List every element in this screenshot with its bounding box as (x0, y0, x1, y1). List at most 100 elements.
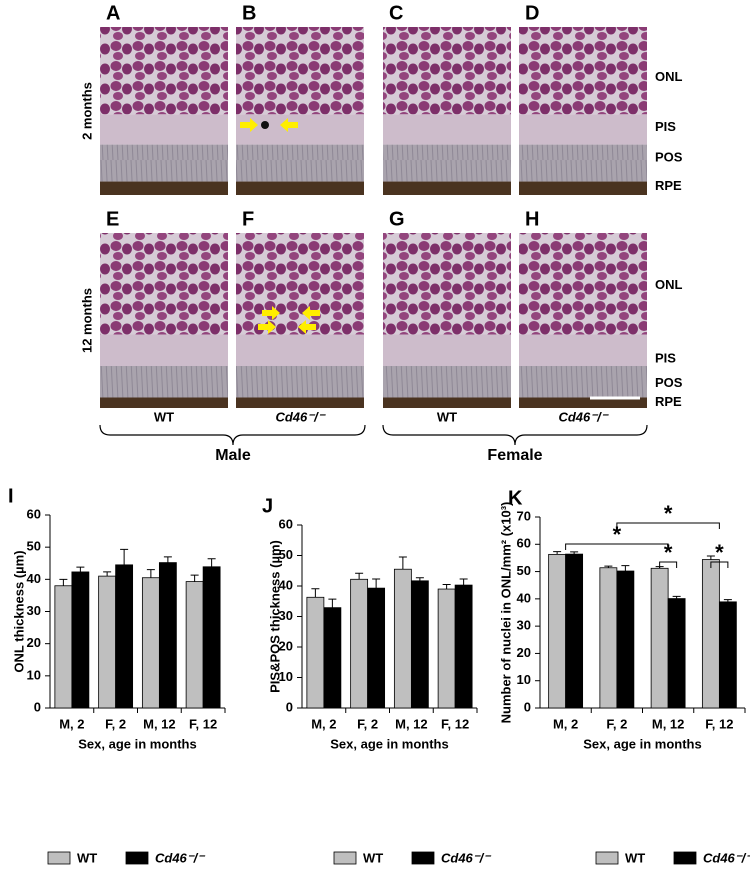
layer-label: RPE (655, 394, 682, 409)
y-tick-label: 20 (279, 638, 293, 653)
error-bar (328, 598, 337, 608)
bar (158, 562, 177, 709)
tissue-layer (519, 114, 647, 145)
tissue-layer (383, 181, 511, 195)
y-axis-label: PIS&POS thickness (µm) (267, 540, 282, 693)
tissue-layer (236, 233, 364, 335)
legend-label: WT (625, 850, 645, 865)
legend-label: Cd46⁻/⁻ (155, 850, 206, 865)
y-tick-label: 30 (27, 603, 41, 618)
brace (382, 424, 648, 446)
x-tick-label: F, 12 (189, 716, 217, 731)
error-bar (398, 556, 407, 570)
tissue-layer (519, 397, 647, 408)
tissue-layer (383, 114, 511, 145)
y-tick-label: 0 (34, 699, 41, 714)
y-tick-label: 0 (524, 699, 531, 714)
tissue-layer (100, 114, 228, 145)
significance-star: * (613, 522, 622, 547)
group-label: Female (487, 447, 542, 464)
error-bar (415, 577, 424, 581)
brace (99, 424, 366, 446)
bar (141, 577, 160, 709)
bar (202, 566, 221, 709)
error-bar (355, 572, 364, 580)
error-bar (621, 565, 630, 572)
tissue-layer (519, 334, 647, 366)
layer-label: ONL (655, 69, 683, 84)
tissue-layer (519, 27, 647, 115)
bar (350, 578, 369, 709)
significance-star: * (715, 540, 724, 565)
tissue-layer (519, 144, 647, 182)
y-tick-label: 0 (286, 699, 293, 714)
bar (71, 571, 90, 709)
error-bar (59, 578, 68, 586)
error-bar (311, 588, 320, 598)
tissue-layer (236, 144, 364, 182)
x-tick-label: F, 2 (606, 716, 627, 731)
layer-label: ONL (655, 277, 683, 292)
y-tick-label: 10 (517, 672, 531, 687)
y-tick-label: 30 (517, 618, 531, 633)
error-bar (76, 566, 85, 572)
tissue-layer (383, 144, 511, 182)
layer-label: PIS (655, 350, 676, 365)
y-axis-label: Number of nuclei in ONL/mm² (x10³) (498, 502, 513, 724)
tissue-layer (100, 233, 228, 335)
tissue-layer (383, 397, 511, 408)
bar (454, 584, 473, 709)
bar (437, 588, 456, 709)
bar (701, 559, 720, 709)
group-label: Male (215, 447, 251, 464)
error-bar (207, 558, 216, 567)
legend-swatch (125, 851, 149, 865)
error-bar (604, 565, 613, 568)
column-label: Cd46⁻/⁻ (275, 409, 326, 424)
y-tick-label: 70 (517, 508, 531, 523)
tissue-layer (100, 366, 228, 398)
y-tick-label: 10 (27, 667, 41, 682)
error-bar (672, 595, 681, 599)
tissue-layer (100, 397, 228, 408)
bar (393, 568, 412, 709)
legend-label: WT (77, 850, 97, 865)
legend-swatch (411, 851, 435, 865)
layer-label: PIS (655, 119, 676, 134)
significance-star: * (664, 501, 673, 526)
y-tick-label: 50 (279, 547, 293, 562)
error-bar (723, 599, 732, 602)
x-tick-label: F, 12 (441, 716, 469, 731)
panel-letter: H (525, 208, 539, 230)
y-tick-label: 20 (27, 635, 41, 650)
x-tick-label: M, 2 (311, 716, 336, 731)
x-tick-label: F, 2 (105, 716, 126, 731)
y-tick-label: 60 (517, 536, 531, 551)
legend-swatch (673, 851, 697, 865)
row-label: 2 months (79, 82, 94, 140)
bar (599, 567, 618, 709)
column-label: WT (154, 409, 174, 424)
tissue-layer (100, 27, 228, 115)
panel-letter: J (262, 495, 273, 517)
panel-letter: D (525, 2, 539, 24)
x-tick-label: M, 2 (553, 716, 578, 731)
x-tick-label: M, 2 (59, 716, 84, 731)
y-axis-label: ONL thickness (µm) (11, 550, 26, 672)
y-tick-label: 40 (279, 577, 293, 592)
row-label: 12 months (79, 288, 94, 353)
panel-letter: F (242, 208, 254, 230)
x-axis-label: Sex, age in months (78, 736, 196, 751)
bar (650, 567, 669, 709)
legend-swatch (333, 851, 357, 865)
x-tick-label: M, 12 (143, 716, 176, 731)
error-bar (706, 555, 715, 560)
bar (565, 553, 584, 709)
bar (323, 607, 342, 709)
panel-letter: G (389, 208, 405, 230)
y-tick-label: 40 (27, 571, 41, 586)
x-tick-label: M, 12 (395, 716, 428, 731)
column-label: Cd46⁻/⁻ (558, 409, 609, 424)
bar (306, 596, 325, 709)
y-tick-label: 10 (279, 669, 293, 684)
